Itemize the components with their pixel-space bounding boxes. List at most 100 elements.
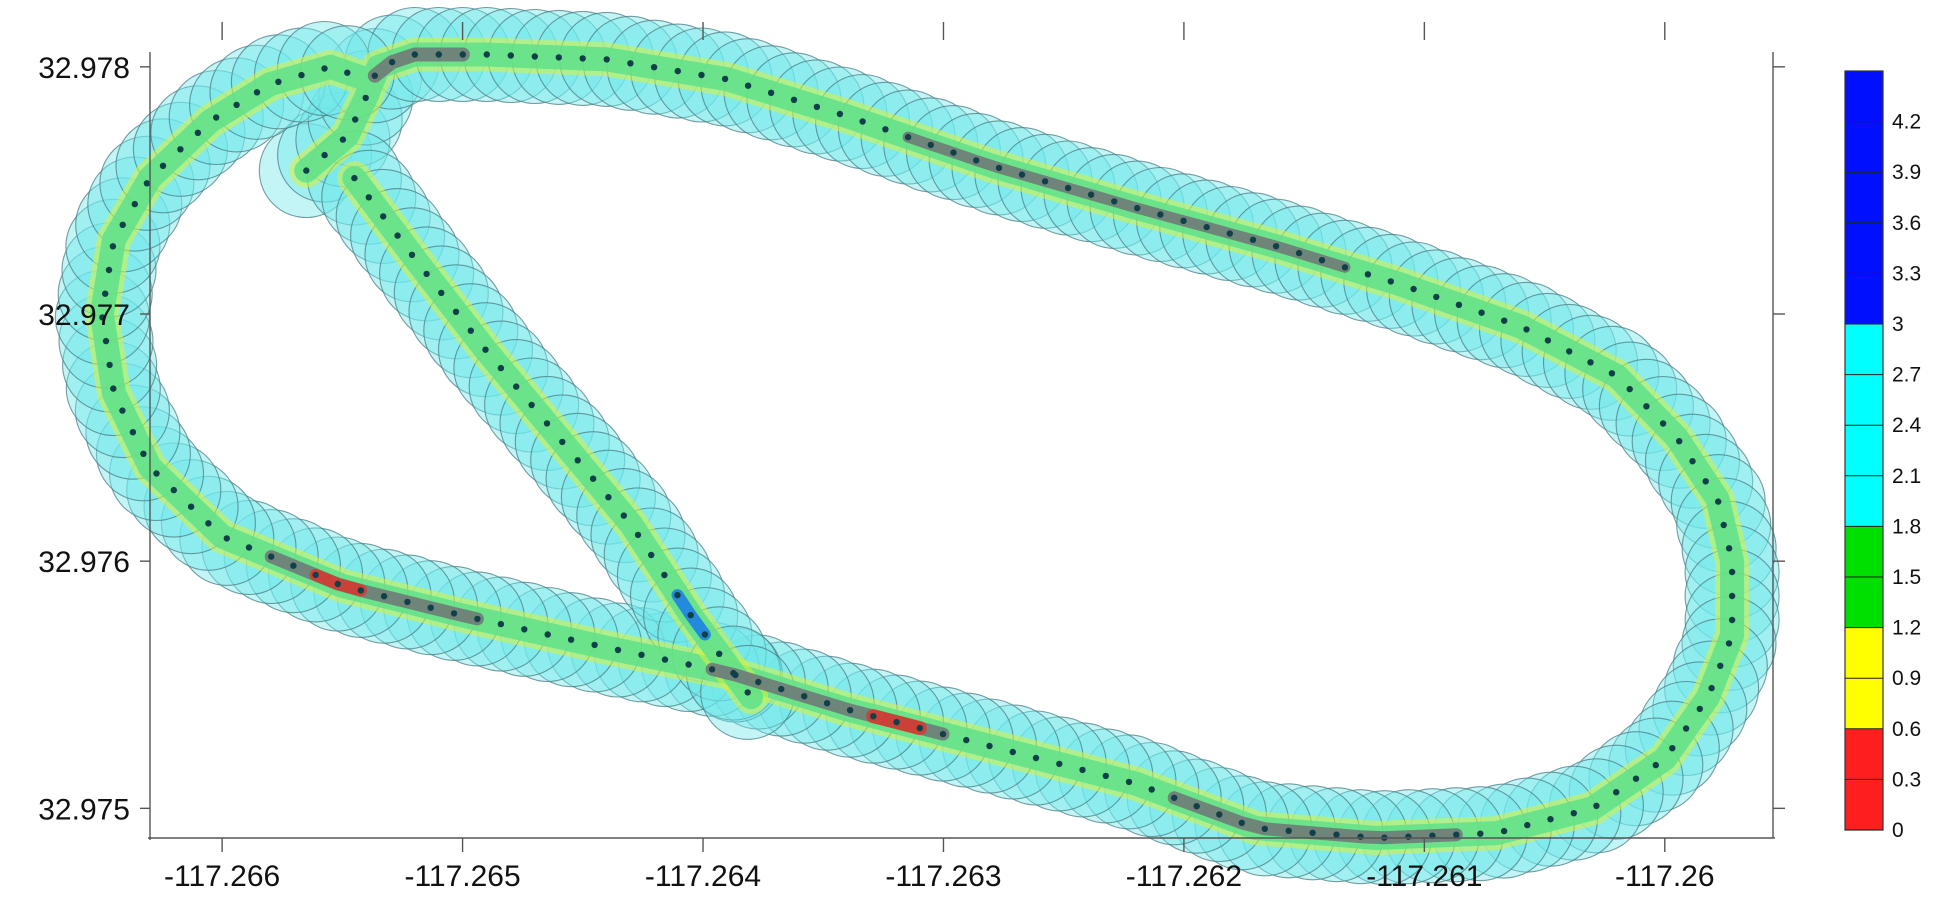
track-point <box>579 55 586 62</box>
track-point <box>687 611 694 619</box>
track-point <box>1725 640 1733 647</box>
track-point <box>102 290 109 297</box>
track-point <box>1357 833 1364 840</box>
track-point <box>423 270 430 278</box>
track-point <box>973 157 980 164</box>
track-point <box>614 646 622 654</box>
track-point <box>143 180 151 187</box>
track-point <box>744 82 752 89</box>
track-point <box>1587 359 1594 366</box>
track-point <box>882 126 889 133</box>
track-point <box>859 118 866 125</box>
track-point <box>357 587 364 594</box>
track-point <box>1523 326 1530 333</box>
track-point <box>698 71 705 79</box>
track-point <box>187 503 195 510</box>
track-point <box>1180 217 1187 224</box>
dark-patch <box>902 131 1351 273</box>
colorbar-tick-label: 1.5 <box>1892 566 1921 589</box>
track-point <box>661 656 669 663</box>
track-point <box>1433 293 1440 301</box>
track-point <box>620 512 627 519</box>
track-point <box>1608 370 1616 377</box>
track-point <box>205 520 212 527</box>
track-point <box>1728 616 1736 624</box>
track-point <box>1689 458 1696 465</box>
track-point <box>427 604 434 611</box>
swath-main <box>89 42 1745 850</box>
track-point <box>685 661 692 668</box>
track-point <box>521 626 528 633</box>
track-point <box>790 96 798 104</box>
track-point <box>574 457 581 464</box>
colorbar-tick-label: 0 <box>1892 819 1904 842</box>
track-point <box>767 89 775 97</box>
track-point <box>813 103 821 111</box>
track-point <box>194 129 202 136</box>
track-point <box>153 470 160 477</box>
track-point <box>674 591 681 599</box>
track-point <box>105 266 113 274</box>
track-point <box>1405 833 1412 840</box>
track-point <box>916 724 923 732</box>
track-point <box>1453 831 1460 838</box>
colorbar-tick-label: 2.7 <box>1892 364 1921 387</box>
track-point <box>362 94 369 102</box>
track-point <box>365 194 372 201</box>
track-point <box>823 700 831 707</box>
track-point <box>450 610 458 617</box>
track-point <box>708 666 716 673</box>
track-point <box>1708 684 1715 692</box>
track-point <box>1341 264 1349 271</box>
track-point <box>1477 830 1484 837</box>
colorbar-tick-label: 4.2 <box>1892 111 1921 134</box>
track-point <box>927 141 934 149</box>
x-tick-label: -117.264 <box>645 860 761 893</box>
track-point <box>298 71 305 79</box>
colorbar-tick-label: 2.4 <box>1892 414 1922 437</box>
track-point <box>1364 271 1372 278</box>
x-tick-label: -117.261 <box>1366 860 1482 893</box>
colorbar-tick-label: 0.3 <box>1892 768 1921 791</box>
track-point <box>1728 568 1736 576</box>
track-point <box>1659 420 1667 427</box>
track-point <box>939 730 947 738</box>
track-point <box>1018 171 1026 178</box>
track-point <box>1285 827 1292 834</box>
track-point <box>1717 662 1724 669</box>
track-point <box>1544 337 1552 344</box>
track-point <box>303 167 310 174</box>
colorbar-tick-label: 3.6 <box>1892 212 1921 235</box>
x-tick-label: -117.265 <box>404 860 520 893</box>
track-point <box>755 678 762 686</box>
track-point <box>1216 811 1223 818</box>
track-point <box>459 51 466 58</box>
track-point <box>1720 521 1727 529</box>
track-point <box>1171 794 1178 801</box>
track-point <box>589 475 597 482</box>
track-point <box>1715 498 1722 505</box>
track-point <box>1500 827 1508 835</box>
track-point <box>1524 821 1531 829</box>
track-point <box>1410 285 1417 293</box>
track-point <box>1478 309 1485 316</box>
track-point <box>352 116 359 123</box>
track-point <box>1064 184 1072 192</box>
track-point <box>408 251 416 258</box>
x-tick-label: -117.262 <box>1126 860 1242 893</box>
track-point <box>404 598 411 606</box>
track-point <box>1111 198 1118 205</box>
track-point <box>1632 775 1640 782</box>
track-point <box>1455 301 1463 308</box>
track-point <box>170 486 177 494</box>
track-point <box>1676 438 1683 445</box>
track-point <box>1032 754 1040 762</box>
track-point <box>995 164 1003 172</box>
track-point <box>531 53 538 60</box>
track-point <box>544 631 551 638</box>
track-point <box>129 429 137 436</box>
track-point <box>268 553 275 560</box>
colorbar-tick-label: 0.6 <box>1892 718 1921 741</box>
track-point <box>1087 191 1095 198</box>
